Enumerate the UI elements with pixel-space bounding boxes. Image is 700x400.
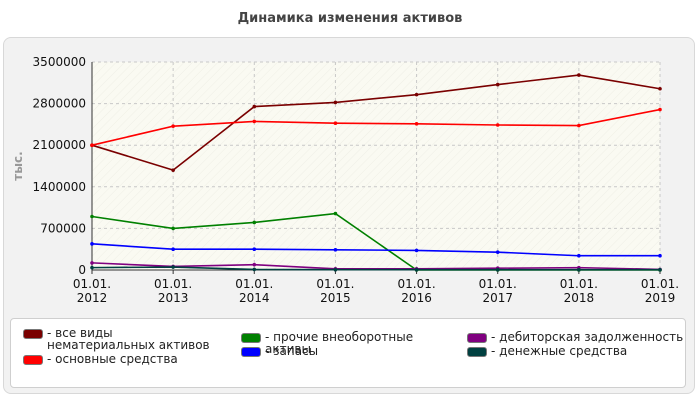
series-line-5 — [91, 266, 660, 271]
y-tick-label: 3500000 — [33, 55, 86, 69]
legend-item: - дебиторская задолженность — [467, 331, 687, 343]
data-point — [171, 265, 175, 269]
legend-swatch — [241, 347, 261, 357]
plot-area — [92, 62, 660, 270]
data-point — [577, 253, 581, 258]
data-point — [252, 267, 257, 272]
data-point — [90, 143, 94, 147]
series-line-4 — [91, 262, 661, 271]
data-point — [658, 107, 662, 112]
legend-label: - запасы — [265, 344, 319, 358]
data-point — [90, 242, 94, 246]
data-point — [495, 82, 500, 87]
data-point — [333, 247, 338, 252]
data-point — [658, 86, 662, 91]
y-tick-label: 2800000 — [33, 97, 86, 111]
legend-item: - прочие внеоборотные активы — [241, 331, 451, 355]
data-point — [171, 124, 175, 128]
legend-swatch — [23, 329, 43, 339]
data-point — [414, 122, 419, 126]
data-point — [658, 267, 662, 272]
series-line-1 — [91, 108, 661, 146]
chart-title: Динамика изменения активов — [237, 11, 463, 26]
legend-label: - все виды нематериальных активов — [47, 326, 210, 352]
data-point — [333, 100, 338, 105]
legend-swatch — [467, 347, 487, 357]
legend-item: - основные средства — [23, 353, 223, 365]
y-tick-label: 0 — [78, 263, 86, 277]
data-point — [252, 262, 257, 267]
data-point — [333, 267, 338, 272]
data-point — [90, 214, 94, 219]
data-point — [495, 250, 500, 254]
data-point — [495, 123, 500, 127]
x-tick-label: 01.01. 2018 — [560, 277, 598, 305]
data-point — [577, 267, 581, 272]
x-tick-label: 01.01. 2017 — [479, 277, 517, 305]
series-line-0 — [91, 74, 661, 172]
data-point — [577, 123, 581, 128]
data-point — [333, 121, 338, 126]
data-point — [90, 265, 94, 270]
x-tick-label: 01.01. 2015 — [316, 277, 354, 305]
data-point — [171, 226, 175, 231]
y-axis-title: тыс. — [11, 151, 25, 180]
data-point — [577, 73, 581, 77]
legend-label: - прочие внеоборотные активы — [265, 330, 414, 356]
legend-label: - основные средства — [47, 352, 178, 366]
data-point — [495, 267, 500, 272]
y-tick-label: 700000 — [40, 221, 86, 235]
x-tick-label: 01.01. 2019 — [641, 277, 679, 305]
data-point — [414, 267, 419, 272]
data-point — [252, 247, 257, 251]
x-tick-label: 01.01. 2012 — [73, 277, 111, 305]
legend-item: - денежные средства — [467, 345, 687, 357]
y-tick-label: 2100000 — [33, 138, 86, 152]
data-point — [333, 211, 338, 216]
data-point — [252, 220, 257, 225]
x-tick-label: 01.01. 2014 — [235, 277, 273, 305]
data-point — [90, 261, 94, 265]
legend-label: - денежные средства — [491, 344, 628, 358]
data-point — [252, 104, 257, 109]
series-line-3 — [91, 243, 660, 257]
data-point — [171, 168, 175, 172]
legend-swatch — [23, 355, 43, 365]
legend-item: - все виды нематериальных активов — [23, 327, 223, 351]
legend-item: - запасы — [241, 345, 451, 357]
x-tick-label: 01.01. 2013 — [154, 277, 192, 305]
legend-label: - дебиторская задолженность — [491, 330, 684, 344]
chart-legend: - все виды нематериальных активов - основ… — [10, 318, 686, 388]
data-point — [252, 119, 257, 124]
data-point — [414, 248, 419, 253]
data-point — [171, 247, 175, 251]
legend-swatch — [241, 333, 261, 343]
legend-swatch — [467, 333, 487, 343]
data-point — [658, 253, 662, 258]
data-point — [414, 92, 419, 97]
x-tick-label: 01.01. 2016 — [397, 277, 435, 305]
y-tick-label: 1400000 — [33, 180, 86, 194]
